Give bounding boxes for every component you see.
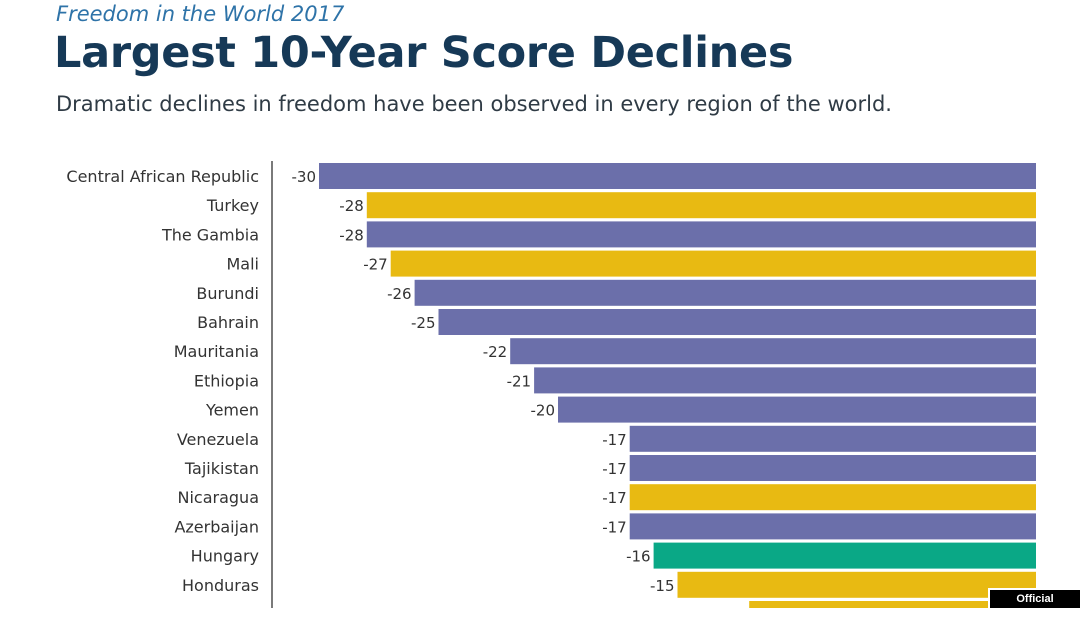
category-label: Ethiopia	[194, 371, 259, 390]
chart-supertitle: Freedom in the World 2017	[56, 2, 345, 26]
bar-7	[510, 338, 1036, 365]
data-label: -25	[411, 314, 436, 332]
chart-subtitle: Dramatic declines in freedom have been o…	[56, 92, 892, 116]
category-label: Mali	[227, 255, 260, 274]
bar-4	[390, 250, 1036, 277]
category-label: Venezuela	[177, 430, 259, 449]
bar-15	[677, 571, 1036, 598]
chart-title: Largest 10-Year Score Declines	[54, 28, 794, 78]
bar-11	[629, 455, 1036, 481]
data-label: -16	[626, 548, 651, 566]
bar-6	[438, 309, 1036, 335]
category-label: Central African Republic	[66, 167, 259, 186]
category-label: Bahrain	[197, 313, 259, 332]
bar-9	[558, 396, 1036, 423]
bar-12	[629, 484, 1036, 511]
data-label: -28	[339, 226, 364, 244]
category-label: Hungary	[191, 547, 259, 566]
bar-13	[629, 513, 1036, 540]
bar-2	[366, 192, 1036, 219]
data-label: -17	[602, 489, 627, 507]
category-label: Turkey	[206, 196, 259, 215]
data-label: -17	[602, 460, 627, 478]
data-label: -21	[507, 372, 532, 390]
category-label: The Gambia	[161, 225, 259, 244]
bar-16	[749, 601, 1036, 608]
data-label: -17	[602, 518, 627, 536]
data-label: -15	[650, 577, 675, 595]
category-label: Azerbaijan	[174, 517, 259, 536]
bar-14	[653, 542, 1036, 569]
official-publication-badge: Official publication	[988, 588, 1080, 623]
category-label: Mauritania	[174, 342, 259, 361]
data-label: -27	[363, 256, 388, 274]
bar-chart: -30 Central African Republic -28 Turkey -28 T…	[66, 161, 1037, 608]
bar-3	[366, 221, 1036, 248]
bar-10	[629, 425, 1036, 452]
data-label: -30	[292, 168, 317, 186]
data-label: -17	[602, 431, 627, 449]
category-label: Honduras	[182, 576, 259, 595]
category-label: Yemen	[205, 401, 259, 420]
data-label: -28	[339, 197, 364, 215]
category-label: Nicaragua	[178, 488, 260, 507]
category-label: Tajikistan	[184, 459, 259, 478]
data-label: -22	[483, 343, 508, 361]
data-label: -20	[531, 402, 556, 420]
bar-8	[534, 367, 1036, 394]
data-label: -26	[387, 285, 412, 303]
bar-1	[319, 163, 1036, 189]
bar-5	[414, 279, 1037, 306]
category-label: Burundi	[196, 284, 259, 303]
